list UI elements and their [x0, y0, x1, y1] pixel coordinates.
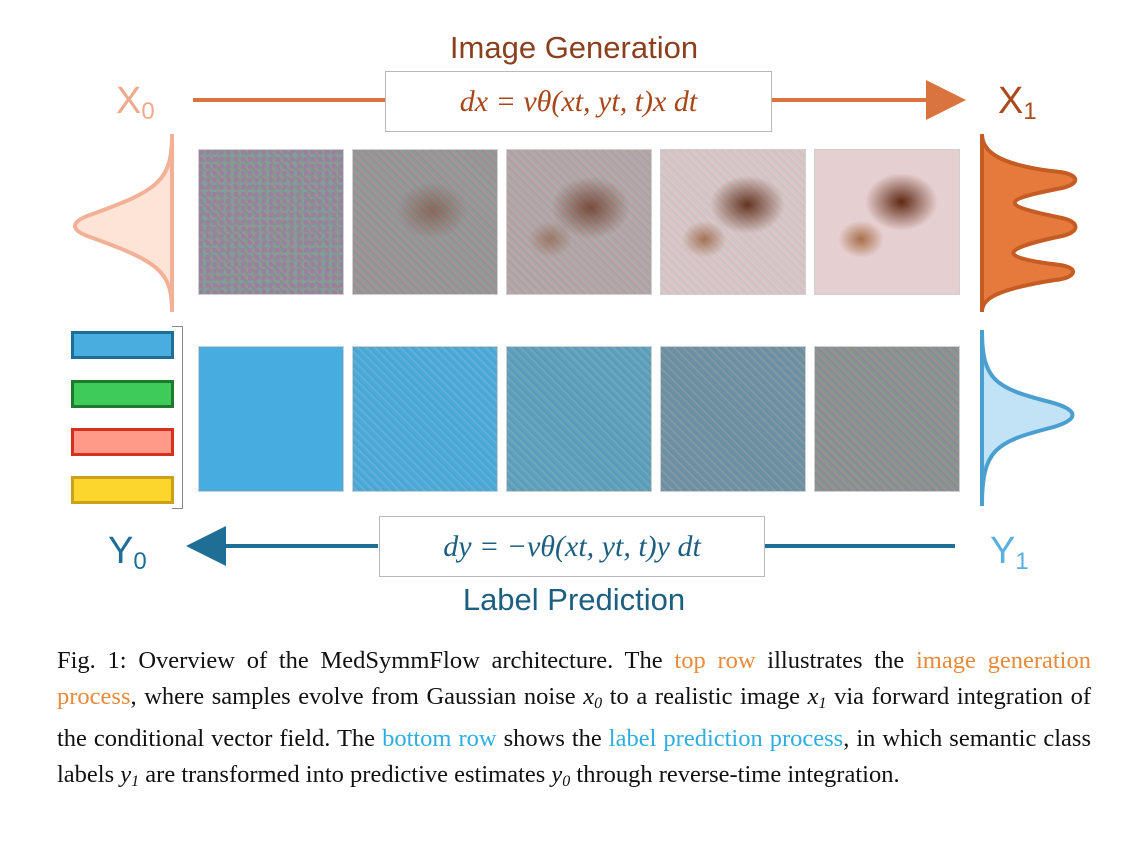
caption-image-generation: image generation process	[57, 647, 1091, 710]
image-step-5-lesion	[814, 149, 960, 295]
gaussian-curve-x0	[73, 133, 174, 313]
label-distribution-frame	[172, 326, 183, 509]
image-step-3	[506, 149, 652, 295]
class-bar-red	[71, 428, 174, 456]
image-step-1-noise	[198, 149, 344, 295]
caption-text: Overview of the MedSymmFlow architecture…	[126, 647, 675, 674]
image-generation-title: Image Generation	[449, 30, 699, 65]
caption-text: to a realistic image	[602, 682, 808, 710]
caption-bottom-row: bottom row	[382, 725, 497, 752]
diagram-arrows-and-curves	[73, 80, 1078, 566]
class-bar-yellow	[71, 476, 174, 504]
caption-text: shows the	[496, 725, 609, 752]
var-y1: y1	[120, 760, 140, 790]
label-step-3	[506, 346, 652, 492]
label-step-2	[352, 346, 498, 492]
image-step-4	[660, 149, 806, 295]
figure-caption: Fig. 1: Overview of the MedSymmFlow arch…	[57, 643, 1091, 799]
forward-ode-equation: dx = vθ(xt, yt, t)x dt	[385, 71, 772, 132]
label-prediction-title: Label Prediction	[462, 582, 686, 617]
caption-top-row: top row	[674, 647, 756, 674]
class-bar-green	[71, 380, 174, 408]
y1-label: Y1	[990, 530, 1029, 575]
image-step-2	[352, 149, 498, 295]
caption-text: illustrates the	[755, 647, 916, 674]
caption-label-prediction: label prediction process	[608, 725, 844, 752]
x0-label: X0	[116, 80, 155, 125]
caption-text: are transformed into predictive estimate…	[139, 760, 552, 788]
x1-label: X1	[998, 80, 1037, 125]
caption-text: , in which semantic class labels	[57, 725, 1091, 788]
class-bar-blue	[71, 331, 174, 359]
figure-label: Fig. 1:	[57, 647, 127, 674]
label-step-4	[660, 346, 806, 492]
caption-text: via forward integration of the condition…	[57, 682, 1091, 753]
caption-text: through reverse-time integration.	[570, 760, 900, 788]
gaussian-curve-y1	[980, 329, 1075, 507]
var-x0: x0	[583, 682, 603, 712]
y0-label: Y0	[108, 530, 147, 575]
caption-text: , where samples evolve from Gaussian noi…	[130, 682, 584, 710]
var-x1: x1	[807, 682, 827, 712]
label-step-1-solid	[198, 346, 344, 492]
label-step-5-noise	[814, 346, 960, 492]
reverse-ode-equation: dy = −vθ(xt, yt, t)y dt	[379, 516, 765, 577]
multimodal-curve-x1	[980, 133, 1078, 313]
var-y0: y0	[551, 760, 571, 790]
